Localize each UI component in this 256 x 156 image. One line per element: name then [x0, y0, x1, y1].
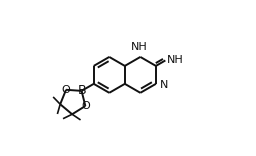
Text: N: N — [160, 80, 169, 90]
Text: B: B — [77, 84, 86, 97]
Text: NH: NH — [167, 55, 184, 65]
Text: O: O — [62, 85, 70, 95]
Text: NH: NH — [131, 42, 148, 52]
Text: O: O — [81, 101, 90, 111]
